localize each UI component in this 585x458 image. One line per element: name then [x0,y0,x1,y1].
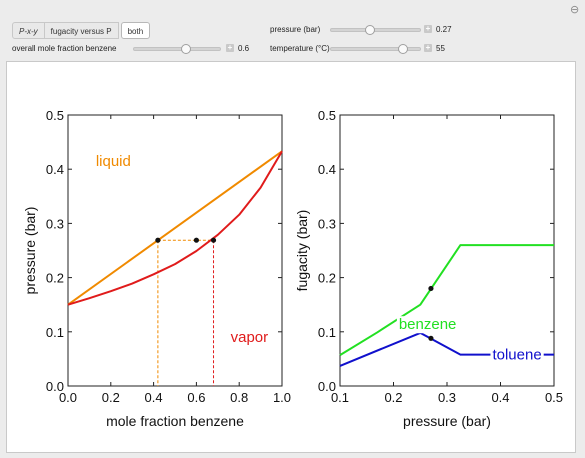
pxy-xtick-label: 1.0 [273,390,291,405]
plot-selector: P-x-y fugacity versus P both [12,22,151,39]
fugacity-xtick-label: 0.3 [438,390,456,405]
fugacity-frame [339,114,555,387]
pxy-ytick-label: 0.5 [46,108,64,123]
temperature-slider-thumb[interactable] [398,44,409,54]
fugacity-annotation-benzene: benzene [399,316,457,333]
fugacity-xtick-label: 0.1 [331,390,349,405]
temperature-plus-icon[interactable]: + [424,43,432,52]
mole-fraction-slider[interactable] [133,44,221,54]
pxy-series-vapor [67,150,283,306]
pressure-slider[interactable] [330,25,421,35]
both-button[interactable]: both [120,22,151,39]
pxy-xlabel: mole fraction benzene [106,413,244,429]
close-icon[interactable]: ⊖ [570,4,580,16]
pxy-ytick-label: 0.2 [46,271,64,286]
control-bar: P-x-y fugacity versus P both overall mol… [0,0,585,60]
plots-canvas: 0.0 0.2 0.4 0.6 0.8 1.00.00.10.20.30.40.5mole… [22,108,563,429]
pxy-data-point [210,237,217,243]
fugacity-ytick-label: 0.3 [318,216,336,231]
pxy-data-point [155,237,161,243]
pxy-chart: 0.0 0.2 0.4 0.6 0.8 1.0 0.0 0.1 0.2 0.3 0.4 0.5 mole… [22,108,291,429]
fugacity-data-point [428,285,434,292]
plot-panel: 0.0 0.2 0.4 0.6 0.8 1.0 0.0 0.1 0.2 0.3 0.4 0.5 mole… [6,61,576,453]
pressure-slider-thumb[interactable] [365,25,376,35]
fugacity-data-point [428,335,434,341]
pxy-ytick-label: 0.1 [46,325,64,340]
mole-fraction-label: overall mole fraction benzene [12,44,117,53]
pxy-ytick-label: 0.0 [46,379,64,394]
temperature-value: 55 [436,44,445,53]
pxy-annotation-liquid: liquid [96,153,131,170]
fugacity-ylabel: fugacity (bar) [294,210,310,292]
fugacity-xlabel: pressure (bar) [403,413,491,429]
pressure-plus-icon[interactable]: + [424,24,432,33]
temperature-slider[interactable] [330,44,421,54]
pxy-frame [67,114,283,387]
pxy-ytick-label: 0.4 [46,162,64,177]
pxy-xtick-label: 0.0 [59,390,77,405]
fugacity-xtick-label: 0.2 [384,390,402,405]
pxy-annotation-vapor: vapor [231,329,269,346]
mole-fraction-slider-thumb[interactable] [180,44,191,54]
pressure-value: 0.27 [436,25,452,34]
fugacity-button[interactable]: fugacity versus P [44,22,119,39]
fugacity-ytick-label: 0.1 [318,325,336,340]
mole-fraction-plus-icon[interactable]: + [226,43,234,52]
fugacity-ytick-label: 0.0 [318,379,336,394]
pressure-label: pressure (bar) [270,25,321,34]
pxy-xtick-label: 0.8 [230,390,248,405]
fugacity-series-benzene [339,244,554,356]
pxy-series-liquid [67,150,283,306]
temperature-label: temperature (°C) [270,44,330,53]
pxy-ytick-label: 0.3 [46,216,64,231]
fugacity-ytick-label: 0.4 [318,162,336,177]
fugacity-annotation-bg [490,346,544,364]
fugacity-annotation-toluene: toluene [492,347,541,364]
mole-fraction-value: 0.6 [238,44,250,53]
pxy-xtick-label: 0.6 [187,390,205,405]
pxy-data-point [193,237,199,243]
fugacity-xtick-label: 0.4 [491,390,509,405]
fugacity-chart: 0.1 0.2 0.3 0.4 0.50.00.10.20.30.40.5pressur… [294,108,563,429]
pxy-xtick-label: 0.4 [145,390,163,405]
pxy-button[interactable]: P-x-y [12,22,45,39]
fugacity-ytick-label: 0.2 [318,271,336,286]
fugacity-xtick-label: 0.5 [545,390,563,405]
pxy-xtick-label: 0.2 [102,390,120,405]
fugacity-ytick-label: 0.5 [318,108,336,123]
fugacity-annotation-bg [396,316,459,334]
pxy-ylabel: pressure (bar) [22,207,38,295]
